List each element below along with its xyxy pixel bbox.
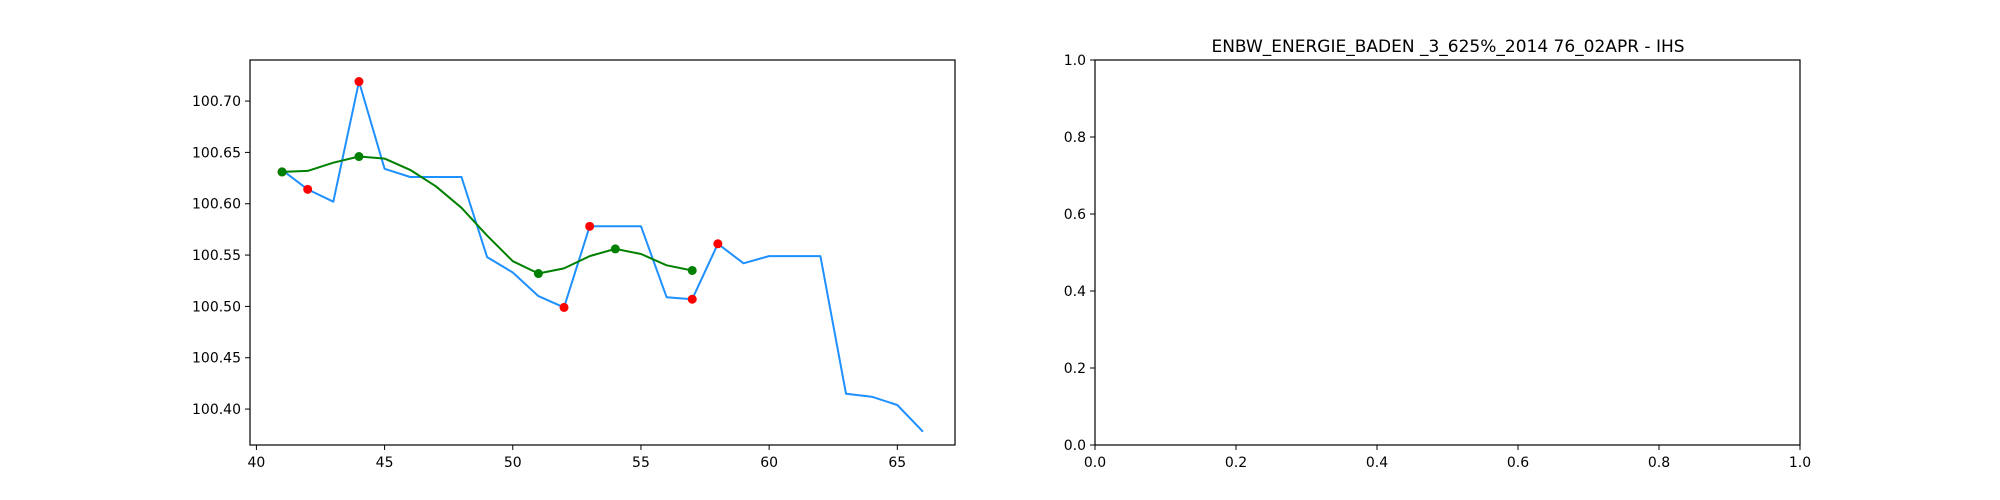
x-tick-label: 0.2 bbox=[1225, 455, 1247, 471]
right-chart-plot-area bbox=[1094, 59, 1801, 446]
x-tick-label: 45 bbox=[376, 455, 394, 471]
y-tick-label: 0.8 bbox=[1064, 130, 1086, 146]
series-point-1 bbox=[303, 184, 313, 194]
x-tick-label: 0.6 bbox=[1507, 455, 1529, 471]
right-chart: ENBW_ENERGIE_BADEN _3_625%_2014 76_02APR… bbox=[1064, 37, 1811, 471]
series-line-0 bbox=[281, 80, 924, 433]
series-point-3 bbox=[533, 269, 543, 279]
y-tick-label: 0.6 bbox=[1064, 207, 1086, 223]
right-chart-x-axis: 0.0 0.2 0.4 0.6 0.8 1.0 bbox=[1084, 445, 1811, 471]
series-line-2 bbox=[281, 155, 693, 275]
series-point-3 bbox=[354, 152, 364, 162]
series-point-3 bbox=[687, 265, 697, 275]
x-tick-label: 60 bbox=[760, 455, 778, 471]
y-tick-label: 0.0 bbox=[1064, 438, 1086, 454]
x-tick-label: 65 bbox=[888, 455, 906, 471]
series-point-1 bbox=[687, 294, 697, 304]
series-point-1 bbox=[585, 221, 595, 231]
left-chart-x-axis: 40 45 50 55 60 65 bbox=[247, 445, 906, 471]
series-point-1 bbox=[354, 77, 364, 87]
y-tick-label: 100.45 bbox=[192, 351, 241, 367]
left-chart-marks bbox=[277, 77, 924, 433]
right-chart-y-axis: 0.0 0.2 0.4 0.6 0.8 1.0 bbox=[1064, 53, 1095, 454]
x-tick-label: 0.0 bbox=[1084, 455, 1106, 471]
x-tick-label: 1.0 bbox=[1789, 455, 1811, 471]
x-tick-label: 50 bbox=[504, 455, 522, 471]
y-tick-label: 100.60 bbox=[192, 197, 241, 213]
y-tick-label: 100.70 bbox=[192, 94, 241, 110]
y-tick-label: 100.40 bbox=[192, 402, 241, 418]
y-tick-label: 0.2 bbox=[1064, 361, 1086, 377]
y-tick-label: 100.50 bbox=[192, 299, 241, 315]
series-point-1 bbox=[713, 239, 723, 249]
series-point-3 bbox=[277, 167, 287, 177]
y-tick-label: 100.55 bbox=[192, 248, 241, 264]
right-chart-title: ENBW_ENERGIE_BADEN _3_625%_2014 76_02APR… bbox=[1211, 37, 1684, 57]
x-tick-label: 55 bbox=[632, 455, 650, 471]
y-tick-label: 100.65 bbox=[192, 145, 241, 161]
x-tick-label: 0.8 bbox=[1648, 455, 1670, 471]
y-tick-label: 1.0 bbox=[1064, 53, 1086, 69]
x-tick-label: 40 bbox=[247, 455, 265, 471]
y-tick-label: 0.4 bbox=[1064, 284, 1086, 300]
left-chart: 40 45 50 55 60 65 100.40100.45100.50100.55100… bbox=[192, 59, 956, 471]
series-point-3 bbox=[610, 244, 620, 254]
series-point-1 bbox=[559, 302, 569, 312]
x-tick-label: 0.4 bbox=[1366, 455, 1388, 471]
left-chart-plot-area bbox=[249, 59, 956, 446]
left-chart-y-axis: 100.40 100.45 100.50 100.55 100.60 100.65 100.… bbox=[192, 94, 250, 418]
